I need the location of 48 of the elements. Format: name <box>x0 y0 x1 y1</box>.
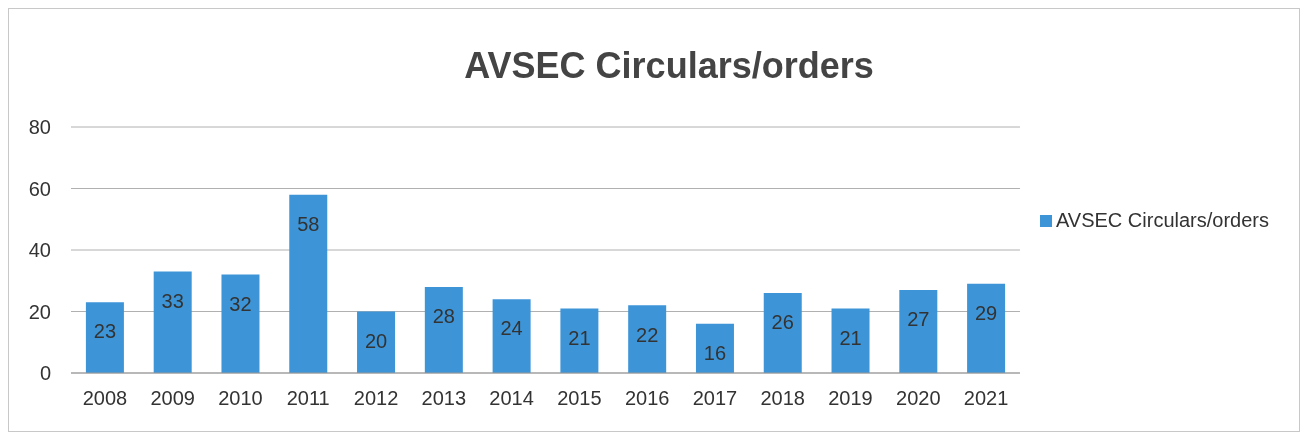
bar <box>153 271 192 373</box>
bar <box>967 283 1006 373</box>
bar <box>357 311 396 373</box>
data-label: 29 <box>974 302 998 325</box>
data-label: 26 <box>771 311 794 334</box>
y-tick-label: 20 <box>28 300 51 323</box>
y-tick-label: 80 <box>28 116 51 139</box>
x-tick-label: 2015 <box>557 387 602 410</box>
y-tick-label: 60 <box>28 177 51 200</box>
data-label: 28 <box>432 305 455 328</box>
data-label: 58 <box>297 212 320 235</box>
x-tick-label: 2011 <box>286 387 330 410</box>
bar <box>221 274 260 373</box>
data-label: 22 <box>636 323 659 346</box>
bar <box>831 308 870 373</box>
bar <box>899 289 938 373</box>
x-tick-label: 2013 <box>421 387 467 410</box>
bar <box>560 308 599 373</box>
data-label: 33 <box>161 289 184 312</box>
y-tick-label: 0 <box>39 362 51 385</box>
x-tick-label: 2009 <box>150 387 195 410</box>
bar <box>424 286 463 373</box>
bar <box>289 194 328 373</box>
x-tick-label: 2010 <box>218 387 263 410</box>
legend-label: AVSEC Circulars/orders <box>1055 208 1269 231</box>
x-tick-label: 2018 <box>760 387 805 410</box>
data-label: 27 <box>907 308 930 331</box>
bar <box>492 299 531 373</box>
data-label: 24 <box>500 317 523 340</box>
x-tick-label: 2017 <box>692 387 738 410</box>
x-tick-label: 2012 <box>353 387 399 410</box>
y-tick-label: 40 <box>28 239 51 262</box>
data-label: 32 <box>229 292 252 315</box>
chart-title: AVSEC Circulars/orders <box>463 45 875 87</box>
x-tick-label: 2021 <box>963 387 1009 410</box>
bar <box>628 305 667 373</box>
x-tick-label: 2016 <box>624 387 670 410</box>
data-label: 21 <box>839 326 862 349</box>
x-tick-label: 2014 <box>489 387 534 410</box>
x-tick-label: 2020 <box>896 387 941 410</box>
data-label: 23 <box>93 320 117 343</box>
bar <box>763 293 802 373</box>
bar <box>85 302 124 373</box>
data-label: 20 <box>364 329 388 352</box>
x-tick-label: 2008 <box>82 387 128 410</box>
data-label: 16 <box>703 342 727 364</box>
x-tick-label: 2019 <box>828 387 873 410</box>
data-label: 21 <box>568 326 591 349</box>
